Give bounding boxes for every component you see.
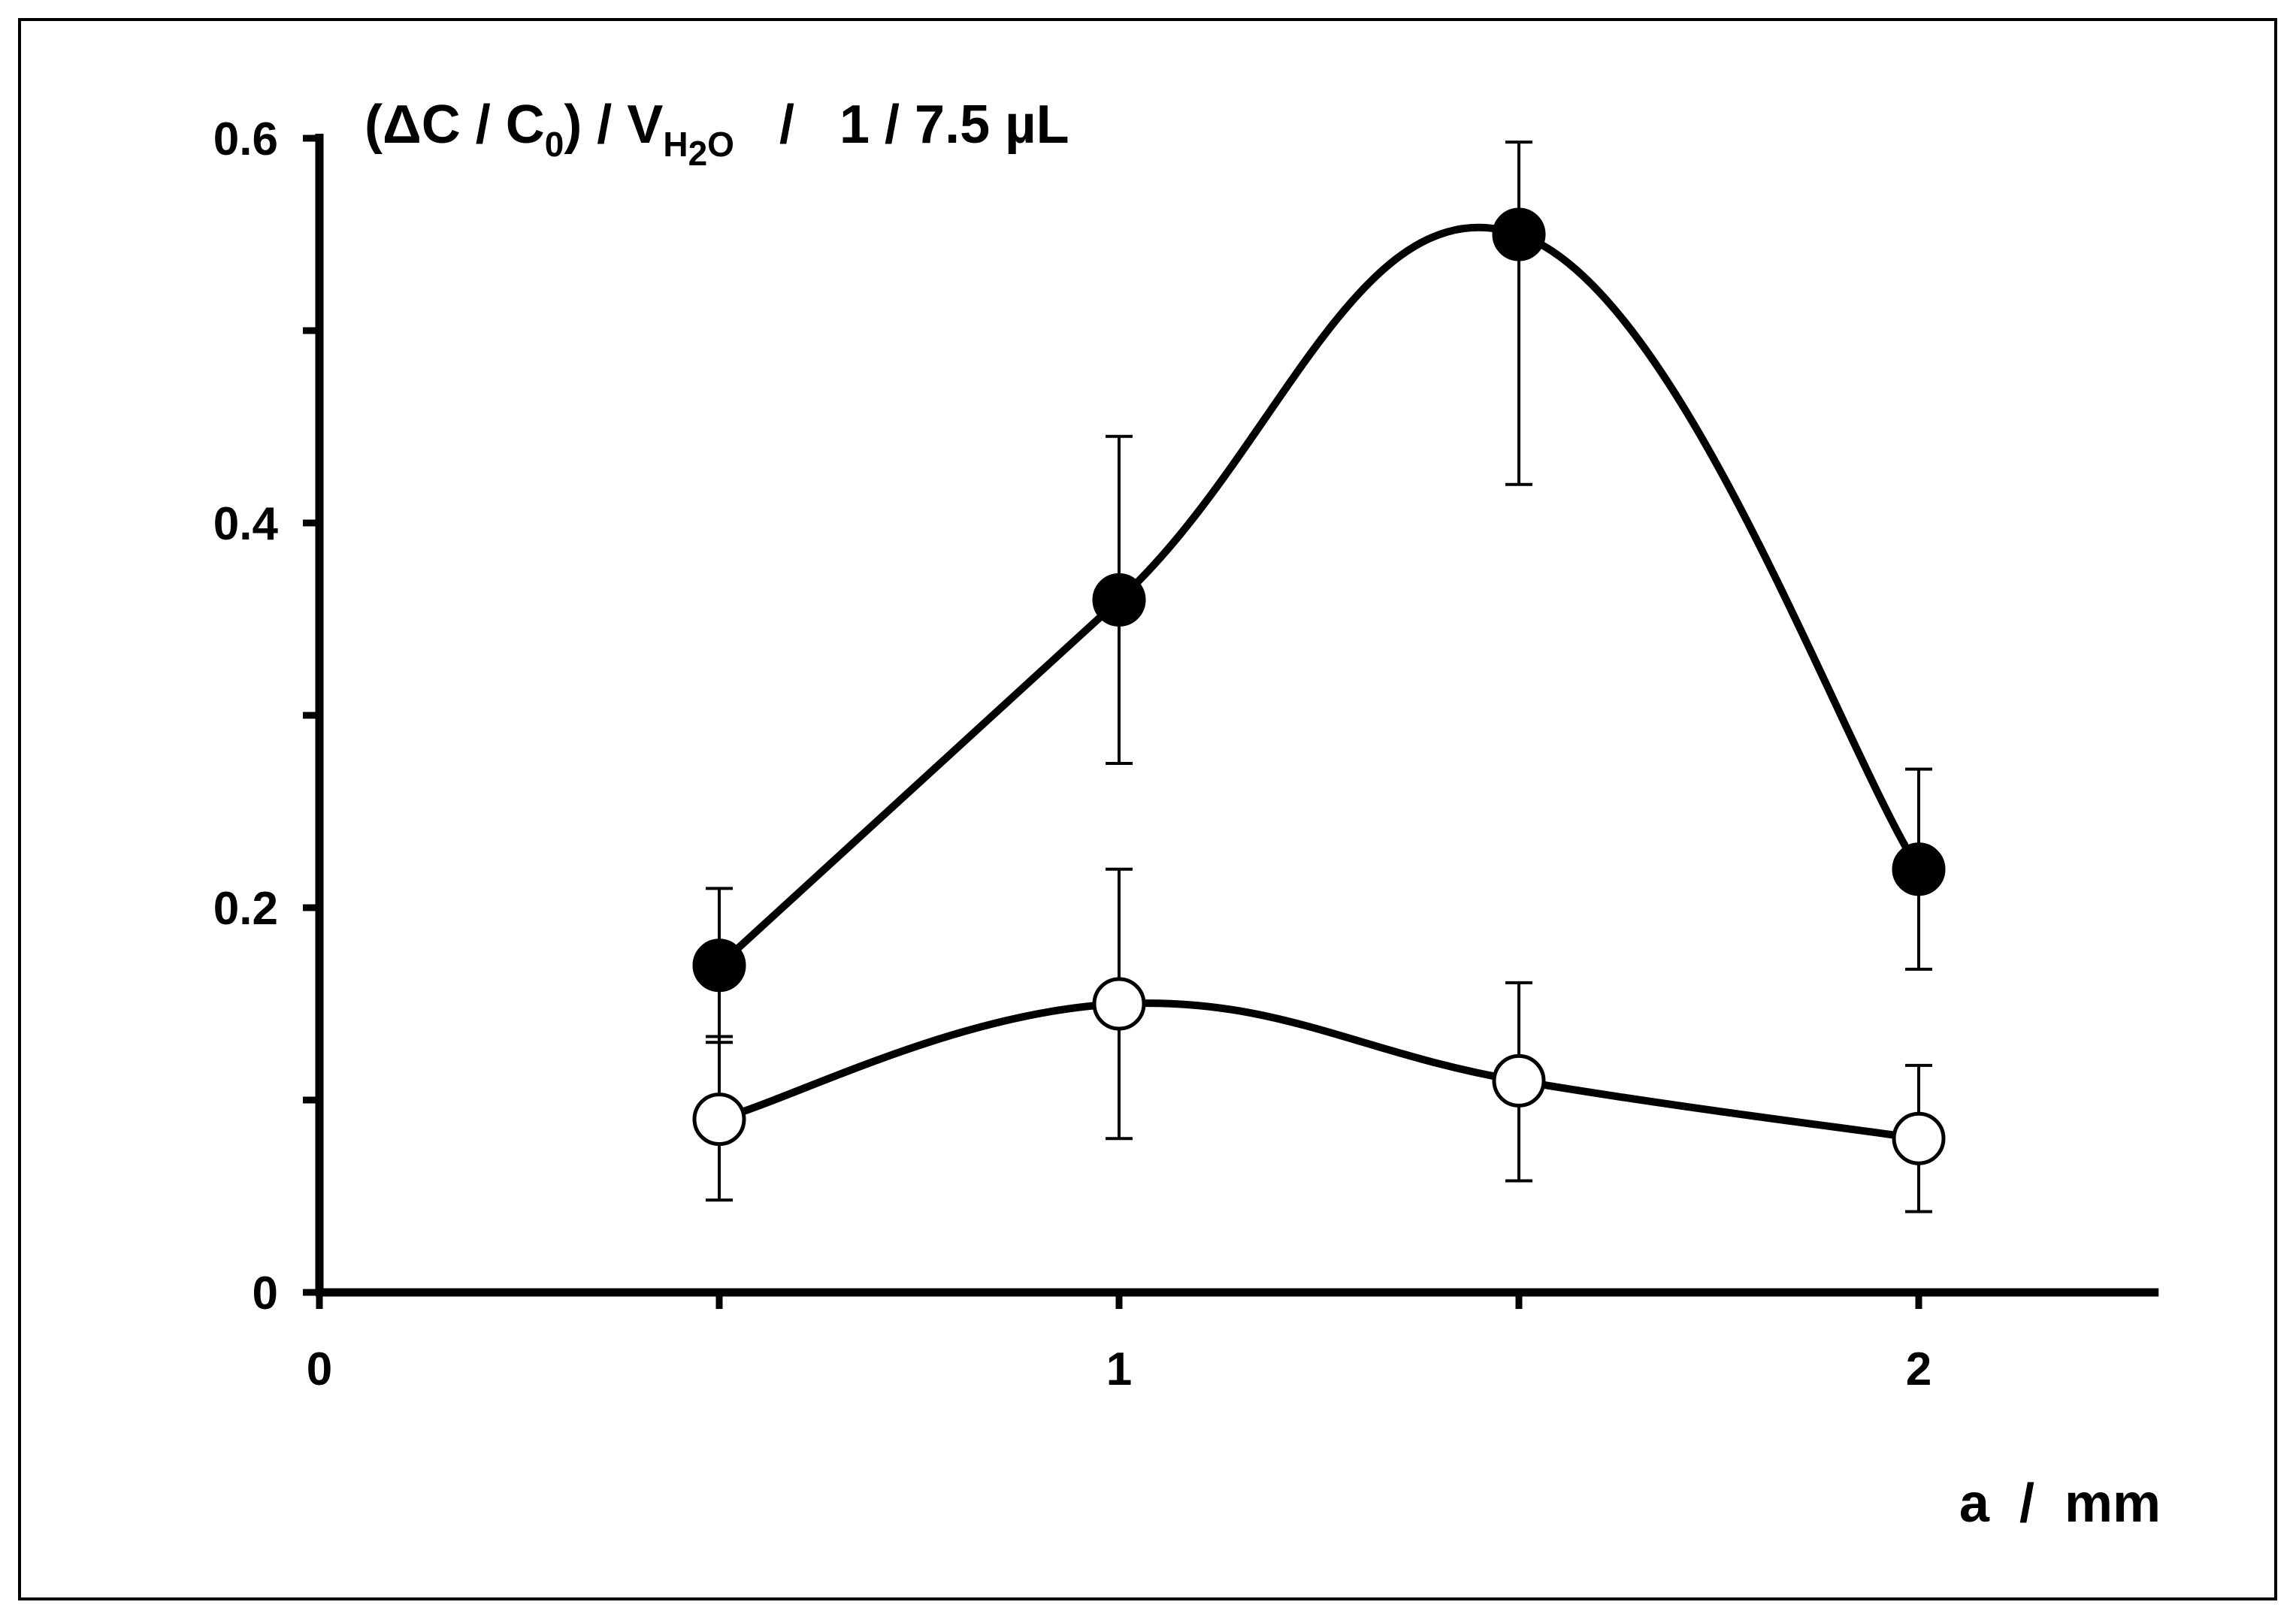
x-tick-label: 2 [1906,1343,1931,1395]
series-1-point [692,938,746,993]
x-tick-label: 1 [1106,1343,1132,1395]
figure-frame [18,18,2277,1600]
x-tick-label: 0 [307,1343,332,1395]
series-2-point [1092,977,1146,1031]
y-tick-label: 0 [253,1268,278,1319]
series-1-point [1892,842,1946,896]
svg-text:(ΔC / C0) / VH2O / 1 / 7.5: (ΔC / C0) / VH2O / 1 / 7.5 µL [365,95,1069,173]
x-axis-title: a / mm [1959,1473,2161,1534]
series-1-line [716,223,1922,969]
series-2-point [1892,1111,1946,1165]
y-tick-label: 0.4 [213,498,279,550]
y-axis-title: (ΔC / C0) / VH2O / 1 / 7.5 µL [365,95,1069,173]
y-tick-label: 0.2 [213,883,278,935]
series-1-point [1492,207,1546,261]
series-2-point [692,1093,746,1147]
series-2-line [718,999,1919,1143]
y-tick-label: 0.6 [213,113,278,165]
series-1-point [1092,573,1146,627]
series-2-point [1492,1053,1546,1108]
